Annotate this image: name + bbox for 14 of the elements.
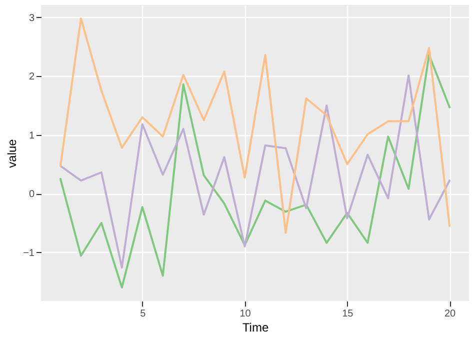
x-tick-label: 10 — [240, 308, 252, 320]
x-tick-label: 15 — [342, 308, 354, 320]
y-tick-label: 2 — [28, 72, 35, 83]
y-tick-label: −1 — [23, 248, 35, 259]
line-series — [59, 74, 451, 269]
x-axis-title: Time — [242, 320, 269, 334]
line-series — [59, 54, 451, 288]
line-series — [59, 18, 451, 234]
y-tick-label: 3 — [28, 12, 35, 24]
y-tick-label: 1 — [28, 130, 35, 142]
x-tick-label: 20 — [444, 308, 456, 320]
y-axis-title: value — [5, 138, 20, 168]
y-tick-label: 0 — [28, 189, 35, 200]
x-tick-label: 5 — [140, 308, 146, 320]
